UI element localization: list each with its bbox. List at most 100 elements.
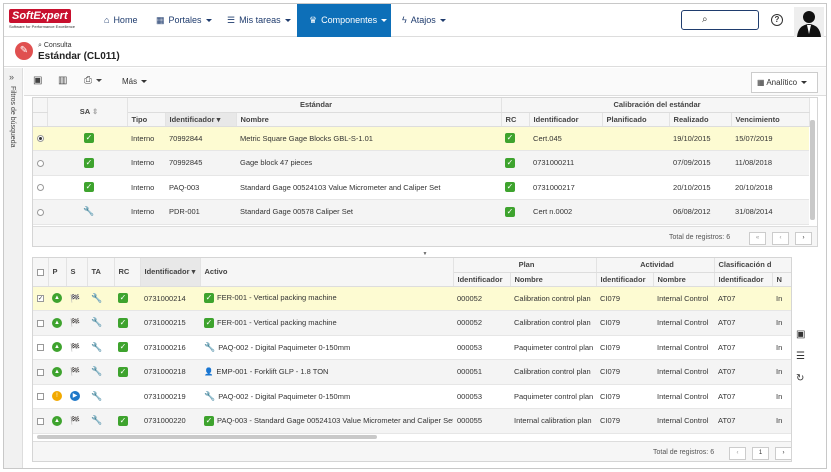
row-checkbox-cell[interactable] — [33, 310, 48, 336]
nav-mis-tareas[interactable]: ☰ Mis tareas — [227, 4, 291, 37]
prev-page-button[interactable]: ‹ — [729, 447, 746, 460]
activo-cell: 🔧 PAQ-002 - Digital Paquimeter 0-150mm — [200, 335, 453, 360]
splitter-handle[interactable]: ▼ — [422, 251, 428, 257]
list-icon[interactable]: ☰ — [796, 351, 805, 362]
header-nombre[interactable]: Nombre — [236, 112, 502, 127]
more-menu[interactable]: Más — [122, 77, 148, 86]
refresh-icon[interactable]: ↻ — [796, 373, 805, 384]
cl-id-cell: AT07 — [714, 384, 773, 409]
vencimiento-cell: 31/08/2014 — [731, 199, 810, 225]
header-act-nombre[interactable]: Nombre — [653, 272, 715, 287]
radio[interactable] — [37, 159, 44, 167]
table-row[interactable]: ✓ ▲ 🏁 🔧 ✓ 0731000214 ✓ FER-001 - Vertical… — [33, 286, 791, 311]
row-checkbox[interactable] — [37, 393, 44, 401]
logo-wordmark: SoftExpert — [9, 9, 71, 23]
table-row[interactable]: 🔧 Interno PDR-001 Standard Gage 00578 Ca… — [33, 199, 810, 225]
next-page-button[interactable]: › — [795, 232, 812, 245]
horizontal-scrollbar[interactable] — [37, 435, 377, 439]
row-checkbox-cell[interactable] — [33, 384, 48, 409]
wrench-icon: 🔧 — [83, 206, 95, 217]
softexpert-logo[interactable]: SoftExpert Software for Performance Exce… — [9, 9, 83, 33]
id-cell: PDR-001 — [165, 199, 236, 225]
chevron-up-icon: ▲ — [52, 317, 62, 328]
header-cl-id[interactable]: Identificador — [714, 272, 773, 287]
header-select-all[interactable] — [33, 258, 49, 287]
header-cl-n[interactable]: N — [772, 272, 791, 287]
avatar[interactable] — [794, 7, 824, 37]
row-checkbox-cell[interactable] — [33, 408, 48, 434]
activo-cell: 🔧 PAQ-002 - Digital Paquimeter 0-150mm — [200, 384, 453, 409]
row-checkbox-checked[interactable]: ✓ — [37, 295, 44, 303]
select-all-checkbox[interactable] — [37, 268, 44, 276]
row-checkbox[interactable] — [37, 319, 44, 327]
header-identificador[interactable]: Identificador ▾ — [140, 258, 201, 287]
row-radio[interactable] — [33, 126, 47, 151]
header-realizado[interactable]: Realizado — [669, 112, 732, 127]
header-planificado[interactable]: Planificado — [602, 112, 670, 127]
header-activo[interactable]: Activo — [200, 258, 454, 287]
row-radio[interactable] — [33, 175, 47, 200]
header-s[interactable]: S — [66, 258, 88, 287]
wrench-icon: 🔧 — [91, 415, 103, 426]
radio[interactable] — [37, 208, 44, 216]
search-filters-panel[interactable]: » Filtros de búsqueda — [4, 68, 23, 468]
header-identificador[interactable]: Identificador ▾ — [165, 112, 237, 127]
table-row[interactable]: ! ▶ 🔧 0731000219 🔧 PAQ-002 - Digital Paqu… — [33, 384, 791, 409]
table-row[interactable]: ✓ Interno PAQ-003 Standard Gage 00524103… — [33, 175, 810, 200]
table-row[interactable]: ▲ 🏁 🔧 ✓ 0731000215 ✓ FER-001 - Vertical p… — [33, 310, 791, 336]
header-p[interactable]: P — [48, 258, 67, 287]
radio-selected[interactable] — [37, 135, 44, 143]
table-row[interactable]: ▲ 🏁 🔧 ✓ 0731000218 👤 EMP-001 - Forklift G… — [33, 359, 791, 385]
page-number[interactable]: 1 — [752, 447, 769, 460]
vertical-scrollbar[interactable] — [810, 120, 815, 220]
nav-atajos[interactable]: ϟ Atajos — [402, 4, 446, 37]
row-checkbox-cell[interactable]: ✓ — [33, 286, 48, 311]
s-cell: 🏁 — [66, 408, 87, 434]
activo-label: EMP-001 - Forklift GLP - 1.8 TON — [216, 367, 329, 377]
page-title: Estándar (CL011) — [38, 51, 120, 62]
header-rc[interactable]: RC — [114, 258, 141, 287]
chevron-down-icon — [381, 19, 388, 23]
record-view-icon[interactable]: ▣ — [796, 329, 806, 340]
nav-componentes[interactable]: ♛ Componentes — [297, 4, 391, 37]
planificado-cell — [602, 150, 670, 176]
next-page-button[interactable]: › — [775, 447, 791, 460]
plan-nombre-cell: Internal calibration plan — [510, 408, 596, 434]
header-tipo[interactable]: Tipo — [127, 112, 166, 127]
header-rc[interactable]: RC — [501, 112, 530, 127]
print-icon[interactable]: ⎙ — [84, 75, 102, 86]
nav-home[interactable]: ⌂ Home — [104, 4, 137, 37]
chart-icon[interactable]: ▥ — [58, 75, 68, 86]
table-row[interactable]: ✓ Interno 70992845 Gage block 47 pieces … — [33, 150, 810, 176]
view-selector[interactable]: ▦ Analítico — [751, 72, 818, 93]
table-row[interactable]: ✓ Interno 70992844 Metric Square Gage Bl… — [33, 126, 810, 151]
bottom-total-records: Total de registros: 6 — [653, 449, 715, 456]
row-radio[interactable] — [33, 150, 47, 176]
wrench-icon: 🔧 — [204, 341, 216, 352]
id-cell: PAQ-003 — [165, 175, 236, 200]
header-ta[interactable]: TA — [87, 258, 115, 287]
row-checkbox-cell[interactable] — [33, 335, 48, 360]
row-checkbox[interactable] — [37, 344, 44, 352]
nav-portales[interactable]: ▦ Portales — [156, 4, 212, 37]
help-button[interactable]: ? — [771, 14, 783, 26]
row-checkbox-cell[interactable] — [33, 359, 48, 385]
table-row[interactable]: ▲ 🏁 🔧 ✓ 0731000216 🔧 PAQ-002 - Digital Pa… — [33, 335, 791, 360]
first-page-button[interactable]: « — [749, 232, 766, 245]
record-view-icon[interactable]: ▣ — [33, 75, 43, 86]
row-checkbox[interactable] — [37, 417, 44, 425]
row-radio[interactable] — [33, 199, 47, 225]
header-act-id[interactable]: Identificador — [596, 272, 654, 287]
radio[interactable] — [37, 184, 44, 192]
header-plan-id[interactable]: Identificador — [453, 272, 511, 287]
header-cal-identificador[interactable]: Identificador — [529, 112, 603, 127]
row-checkbox[interactable] — [37, 368, 44, 376]
expand-icon[interactable]: » — [9, 72, 15, 82]
header-vencimiento[interactable]: Vencimiento — [731, 112, 810, 127]
header-plan-nombre[interactable]: Nombre — [510, 272, 597, 287]
wrench-icon: 🔧 — [204, 390, 216, 401]
table-row[interactable]: ▲ 🏁 🔧 ✓ 0731000220 ✓ PAQ-003 - Standard G… — [33, 408, 791, 434]
header-sa[interactable]: SA ⇕ — [47, 98, 128, 127]
prev-page-button[interactable]: ‹ — [772, 232, 789, 245]
search-input[interactable]: ⌕ — [681, 10, 759, 30]
